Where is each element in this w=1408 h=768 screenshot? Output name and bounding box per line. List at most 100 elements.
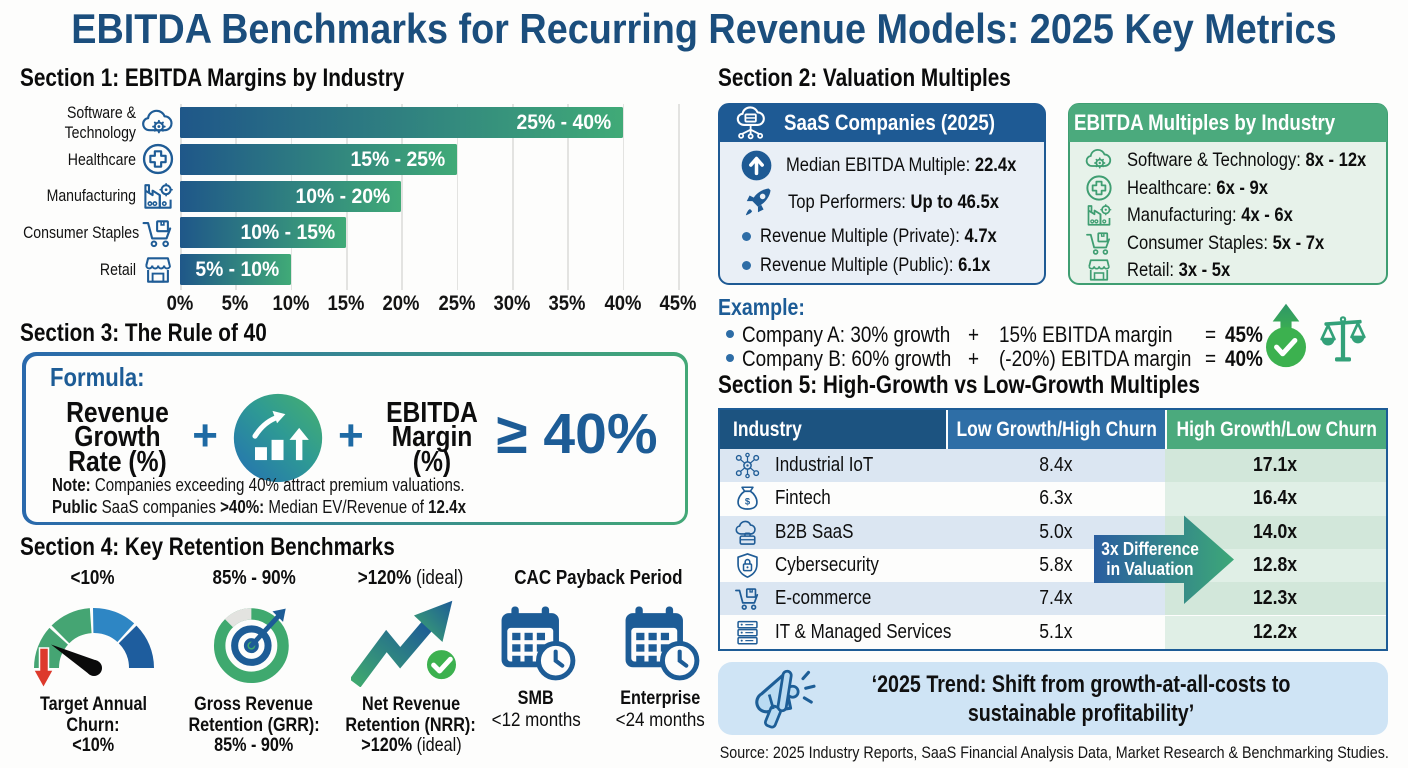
rule-of-40-notes: Note: Companies exceeding 40% attract pr… xyxy=(51,474,466,517)
growth-arrow-check-icon xyxy=(351,599,471,687)
formula-term-revenue-growth: Revenue Growth Rate (%) xyxy=(66,396,170,478)
enterprise-label: Enterprise xyxy=(620,687,701,709)
x-axis-tick: 10% xyxy=(272,292,310,315)
bar-consumer-staples: 10% - 15% xyxy=(180,217,346,249)
nrr-caption: Net Revenue Retention (NRR): >120% (idea… xyxy=(345,693,477,756)
table-header-low-growth: Low Growth/High Churn xyxy=(946,410,1165,449)
rule-of-40-box: Formula: Revenue Growth Rate (%) + + EBI… xyxy=(22,352,688,525)
plus-sign: + xyxy=(192,410,218,460)
x-axis-tick: 0% xyxy=(166,292,194,315)
health-cross-icon xyxy=(140,141,176,177)
saas-companies-card: SaaS Companies (2025) Median EBITDA Mult… xyxy=(718,103,1046,285)
page-title: EBITDA Benchmarks for Recurring Revenue … xyxy=(71,5,1337,52)
industry-multiples-card: EBITDA Multiples by Industry Software & … xyxy=(1068,103,1388,285)
example-heading: Example: xyxy=(718,294,805,320)
revenue-multiple-public-row: Revenue Multiple (Public): 6.1x xyxy=(742,254,1031,277)
factory-icon xyxy=(140,178,176,214)
enterprise-value: <24 months xyxy=(615,708,705,731)
trend-banner-text: ‘2025 Trend: Shift from growth-at-all-co… xyxy=(871,670,1291,727)
calendar-clock-icon xyxy=(495,600,577,682)
x-axis-tick: 5% xyxy=(221,292,249,315)
revenue-multiple-private-row: Revenue Multiple (Private): 4.7x xyxy=(742,225,1039,248)
growth-chart-icon xyxy=(232,392,324,484)
source-note: Source: 2025 Industry Reports, SaaS Fina… xyxy=(719,743,1389,762)
industry-healthcare-row: Healthcare: 6x - 9x xyxy=(1084,173,1293,203)
bullet-icon xyxy=(742,232,751,241)
gridline xyxy=(622,104,625,290)
cloud-briefcase-icon xyxy=(733,518,762,547)
cloud-server-icon xyxy=(732,104,774,142)
megaphone-icon xyxy=(742,669,824,731)
saas-card-header: SaaS Companies (2025) xyxy=(719,104,1045,142)
calendar-clock-icon xyxy=(619,600,701,682)
nrr-benchmark-value: >120% (ideal) xyxy=(358,566,464,589)
grr-caption: Gross Revenue Retention (GRR): 85% - 90% xyxy=(188,693,320,756)
money-bag-icon xyxy=(733,484,762,513)
bar-category-label: Consumer Staples xyxy=(23,223,140,243)
table-row: Fintech 6.3x 16.4x xyxy=(720,482,1386,516)
gauge-icon xyxy=(32,596,154,690)
churn-benchmark-value: <10% xyxy=(70,566,115,589)
section4-heading: Section 4: Key Retention Benchmarks xyxy=(20,533,395,561)
section2-heading: Section 2: Valuation Multiples xyxy=(718,64,1011,92)
server-stack-icon xyxy=(733,618,762,647)
valuation-difference-callout: 3x Difference in Valuation xyxy=(1101,538,1199,579)
gridline xyxy=(512,104,514,290)
health-cross-icon xyxy=(1084,173,1114,203)
x-axis-tick: 45% xyxy=(659,292,697,315)
gridline xyxy=(567,104,569,290)
bar-category-label: Healthcare xyxy=(67,149,136,169)
table-row: Industrial IoT 8.4x 17.1x xyxy=(720,449,1386,483)
x-axis-tick: 15% xyxy=(327,292,365,315)
industry-retail-row: Retail: 3x - 5x xyxy=(1084,255,1248,285)
section1-heading: Section 1: EBITDA Margins by Industry xyxy=(20,64,405,92)
cac-smb: SMB <12 months xyxy=(485,600,587,732)
bar-category-label: Manufacturing xyxy=(46,186,136,206)
table-row: B2B SaaS 5.0x 14.0x xyxy=(720,515,1386,549)
median-multiple-row: Median EBITDA Multiple: 22.4x xyxy=(739,148,1057,183)
cart-icon xyxy=(1084,228,1114,258)
formula-term-ebitda-margin: EBITDA Margin (%) xyxy=(385,396,478,478)
rocket-icon xyxy=(737,182,778,223)
gridline xyxy=(456,104,459,290)
metric-grr: 85% - 90% Gross Revenue Retention (GRR):… xyxy=(174,566,334,756)
bar-healthcare: 15% - 25% xyxy=(180,143,457,175)
bar-software-: 25% - 40% xyxy=(180,107,623,138)
shopping-cart-icon xyxy=(733,584,762,613)
smb-value: <12 months xyxy=(491,708,581,731)
storefront-icon xyxy=(140,252,176,288)
up-arrow-circle-icon xyxy=(739,148,774,183)
growth-multiples-table: Industry Low Growth/High Churn High Grow… xyxy=(718,408,1388,651)
industry-software-row: Software & Technology: 8x - 12x xyxy=(1084,145,1408,175)
table-header-industry: Industry xyxy=(720,410,946,449)
storefront-icon xyxy=(1084,255,1114,285)
bar-category-label: Retail xyxy=(99,259,136,279)
cart-icon xyxy=(140,215,176,251)
bar-value-label: 15% - 25% xyxy=(351,146,446,171)
industry-card-header: EBITDA Multiples by Industry xyxy=(1069,104,1387,142)
shield-lock-icon xyxy=(733,551,762,580)
table-row: IT & Managed Services 5.1x 12.2x xyxy=(720,615,1386,649)
x-axis-tick: 30% xyxy=(493,292,531,315)
x-axis-tick: 25% xyxy=(438,292,476,315)
cac-payback-heading: CAC Payback Period xyxy=(513,566,683,589)
x-axis-tick: 35% xyxy=(548,292,586,315)
bar-retail: 5% - 10% xyxy=(180,254,291,286)
bullet-icon xyxy=(726,354,734,362)
industry-manufacturing-row: Manufacturing: 4x - 6x xyxy=(1084,200,1322,230)
grr-benchmark-value: 85% - 90% xyxy=(212,566,296,589)
gridline xyxy=(678,104,680,290)
cac-enterprise: Enterprise <24 months xyxy=(609,600,711,732)
factory-icon xyxy=(1084,200,1114,230)
x-axis-tick: 40% xyxy=(604,292,642,315)
industry-consumer-staples-row: Consumer Staples: 5x - 7x xyxy=(1084,228,1359,258)
section5-heading: Section 5: High-Growth vs Low-Growth Mul… xyxy=(718,371,1200,399)
cloud-gear-icon xyxy=(1084,145,1114,175)
formula-row: Revenue Growth Rate (%) + + EBITDA Margi… xyxy=(26,398,518,478)
balance-scales-icon xyxy=(1319,308,1367,366)
bullseye-target-icon xyxy=(210,599,298,687)
bar-chart-plot-area: 25% - 40% 15% - 25% 10% - 20% 10% - 15% 5% -… xyxy=(180,104,680,290)
bar-value-label: 5% - 10% xyxy=(195,257,280,282)
churn-caption: Target Annual Churn: <10% xyxy=(39,693,147,756)
